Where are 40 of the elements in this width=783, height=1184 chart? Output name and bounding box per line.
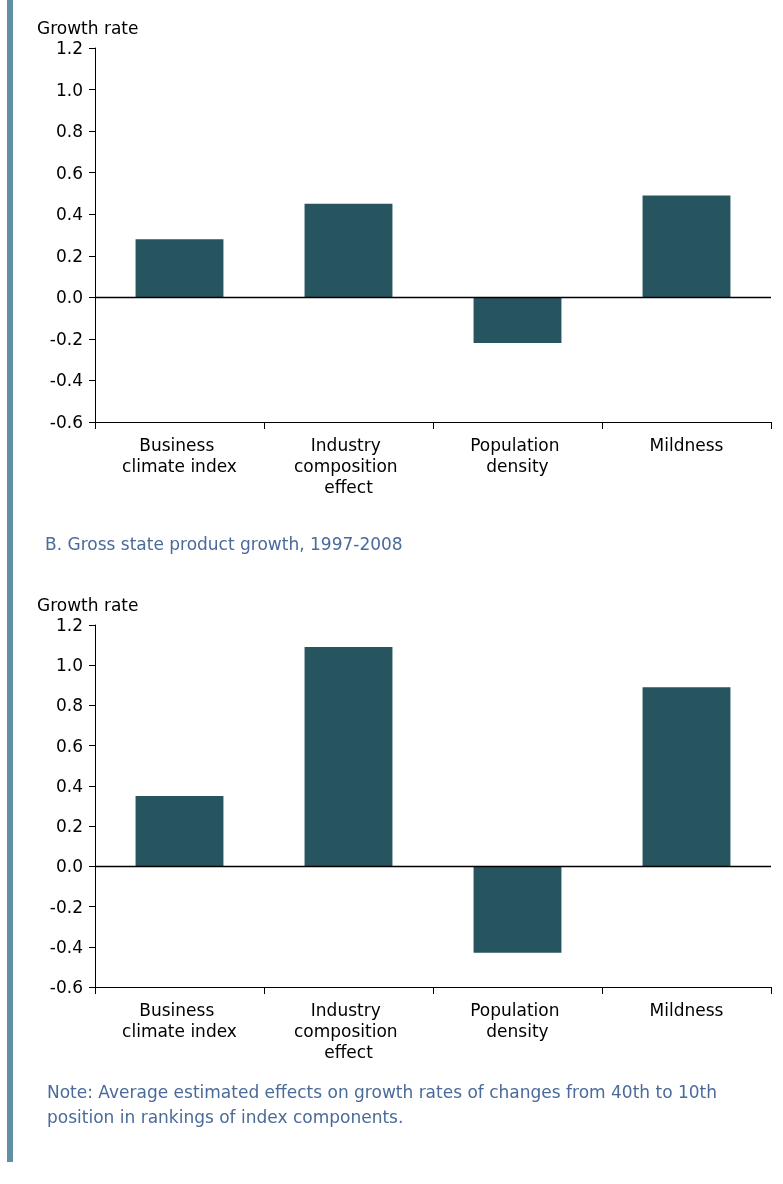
bar: [304, 203, 393, 298]
bar: [473, 866, 562, 953]
y-tick-label: 1.0: [55, 79, 83, 100]
y-tick-label: 0.8: [55, 121, 83, 142]
y-tick-label: 1.0: [55, 655, 83, 676]
x-tick-label: Industry composition effect: [293, 434, 404, 497]
x-tick-label: Mildness: [649, 434, 724, 455]
y-axis-title: Growth rate: [37, 17, 139, 38]
y-axis-title: Growth rate: [37, 594, 139, 615]
y-tick-label: 0.4: [55, 204, 83, 225]
y-tick-label: -0.4: [49, 370, 83, 391]
bar: [642, 195, 731, 298]
y-tick-label: 0.2: [55, 245, 83, 266]
y-tick-label: 1.2: [55, 38, 83, 58]
y-tick-label: 0.8: [55, 695, 83, 716]
y-tick-label: 0.0: [55, 287, 83, 308]
y-tick-label: 0.2: [55, 816, 83, 837]
x-tick-label: Mildness: [649, 999, 724, 1020]
x-tick-label: Business climate index: [122, 434, 237, 476]
x-tick-label: Business climate index: [122, 999, 237, 1041]
x-tick-label: Population density: [470, 999, 565, 1041]
y-tick-label: -0.6: [49, 412, 83, 432]
y-tick-label: 0.0: [55, 856, 83, 877]
x-tick-label: Industry composition effect: [293, 999, 404, 1062]
y-tick-label: -0.4: [49, 936, 83, 957]
y-tick-label: 0.6: [55, 162, 83, 183]
y-tick-label: 0.6: [55, 735, 83, 756]
bar: [642, 687, 731, 867]
y-tick-label: 0.4: [55, 775, 83, 796]
y-tick-label: 1.2: [55, 615, 83, 635]
y-tick-label: -0.2: [49, 328, 83, 349]
y-tick-label: -0.6: [49, 977, 83, 997]
text: Note: Average estimated effects on growth rates of changes from 40th to 10th position in rankings of index components.: [47, 1081, 723, 1127]
bar: [473, 297, 562, 344]
chart-title: B. Gross state product growth, 1997-2008: [45, 533, 403, 554]
x-tick-label: Population density: [470, 434, 565, 476]
y-tick-label: -0.2: [49, 896, 83, 917]
bar: [135, 795, 224, 867]
bar: [304, 647, 393, 867]
bar: [135, 239, 224, 298]
